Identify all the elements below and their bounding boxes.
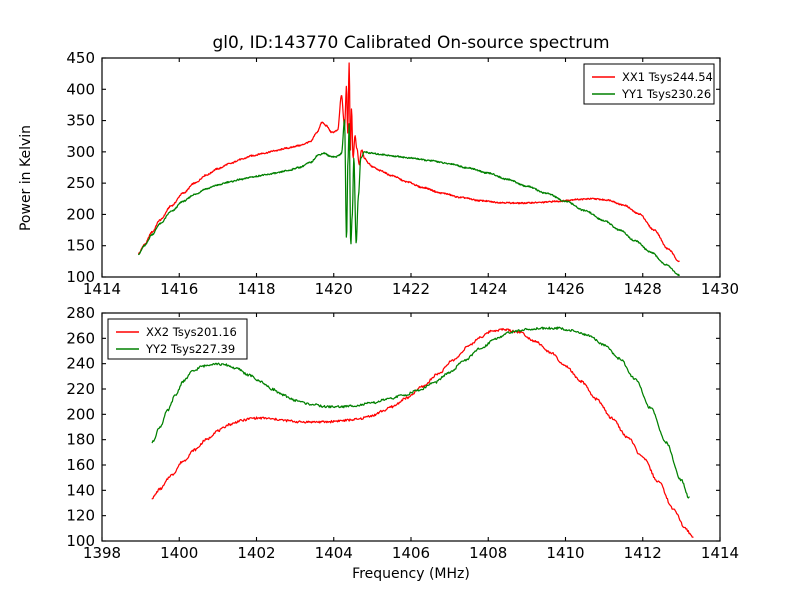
bottom-y-tick-labels: 100 120 140 160 180 200 220 240 260 280 [66,304,95,550]
y-tick-label: 120 [66,507,95,525]
y-tick-label: 150 [66,237,95,255]
y-tick-label: 400 [66,80,95,98]
x-tick-label: 1406 [392,544,430,562]
y-tick-label: 160 [66,456,95,474]
y-tick-label: 200 [66,405,95,423]
y-tick-label: 240 [66,355,95,373]
legend-frame [107,318,248,360]
x-tick-label: 1420 [315,280,353,298]
legend-label[interactable]: XX2 Tsys201.16 [146,325,237,339]
x-tick-label: 1402 [237,544,275,562]
y-tick-label: 180 [66,431,95,449]
top-x-tick-labels: 1414 1416 1418 1420 1422 1424 1426 1428 1430 [83,280,739,298]
bottom-panel-curves [151,326,694,538]
y-tick-label: 200 [66,205,95,223]
x-tick-label: 1424 [469,280,507,298]
legend-label[interactable]: YY2 Tsys227.39 [145,342,235,356]
series-line-xx1 [138,62,680,263]
top-panel-curves [138,62,680,277]
y-tick-label: 140 [66,481,95,499]
bottom-axis-ticks [101,312,721,542]
y-tick-label: 260 [66,329,95,347]
series-line-yy1 [138,119,680,277]
y-tick-label: 450 [66,49,95,67]
x-tick-label: 1398 [83,544,121,562]
x-tick-label: 1430 [701,280,739,298]
y-axis-label: Power in Kelvin [18,125,34,231]
y-tick-label: 250 [66,174,95,192]
y-tick-label: 300 [66,143,95,161]
x-tick-label: 1422 [392,280,430,298]
x-tick-label: 1404 [315,544,353,562]
x-tick-label: 1428 [624,280,662,298]
legend-label[interactable]: YY1 Tsys230.26 [621,87,711,101]
top-axis-ticks [101,57,721,278]
bottom-x-tick-labels: 1398 1400 1402 1404 1406 1408 1410 1412 1414 [83,544,739,562]
x-tick-label: 1414 [701,544,739,562]
legend-label[interactable]: XX1 Tsys244.54 [622,70,713,84]
bottom-panel: 1398 1400 1402 1404 1406 1408 1410 1412 1414 100… [66,304,739,562]
bottom-legend[interactable]: XX2 Tsys201.16 YY2 Tsys227.39 [107,318,248,360]
top-y-tick-labels: 100 150 200 250 300 350 400 450 [66,49,95,286]
series-line-yy2 [151,326,690,499]
legend-frame [583,63,715,105]
y-tick-label: 100 [66,268,95,286]
y-tick-label: 280 [66,304,95,322]
top-legend[interactable]: XX1 Tsys244.54 YY1 Tsys230.26 [583,63,715,105]
x-tick-label: 1426 [546,280,584,298]
page-title: gl0, ID:143770 Calibrated On-source spec… [212,33,609,53]
x-tick-label: 1400 [160,544,198,562]
x-tick-label: 1410 [546,544,584,562]
series-line-xx2 [151,327,694,538]
y-tick-label: 350 [66,112,95,130]
x-tick-label: 1408 [469,544,507,562]
x-tick-label: 1416 [160,280,198,298]
x-axis-label: Frequency (MHz) [352,566,470,582]
x-tick-label: 1418 [237,280,275,298]
top-panel: gl0, ID:143770 Calibrated On-source spec… [66,33,739,298]
y-tick-label: 220 [66,380,95,398]
y-tick-label: 100 [66,532,95,550]
x-tick-label: 1414 [83,280,121,298]
x-tick-label: 1412 [624,544,662,562]
